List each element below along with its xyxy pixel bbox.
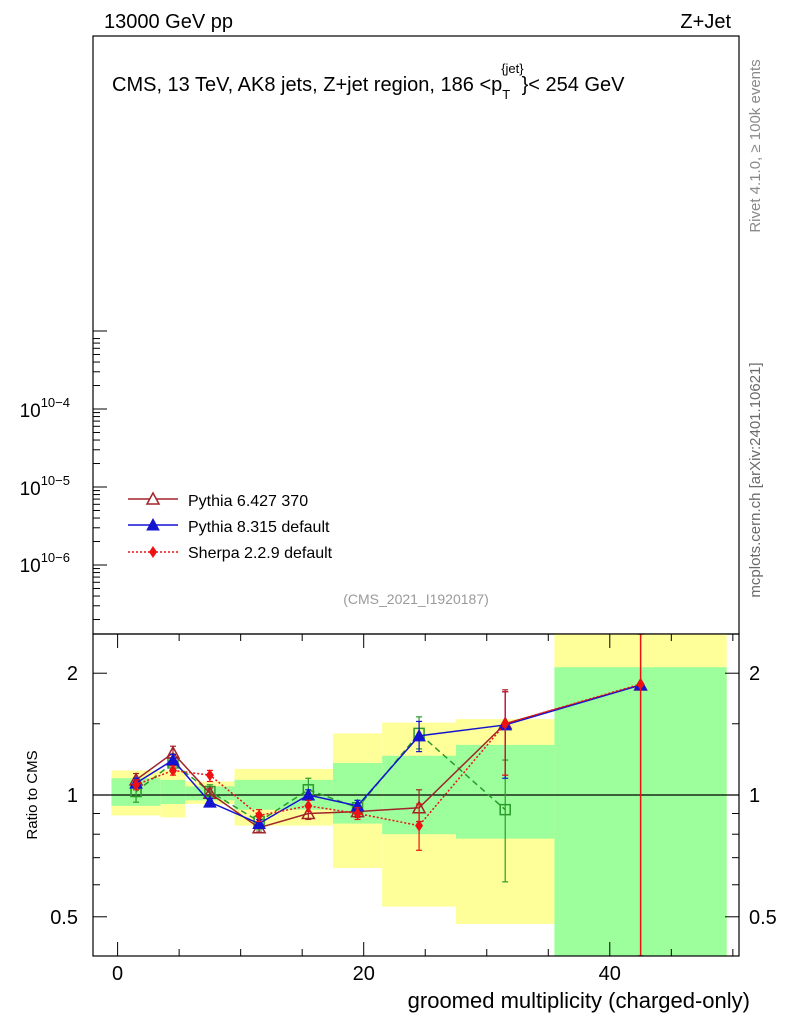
plot-title-prefix: CMS, 13 TeV, AK8 jets, Z+jet region, 186… (112, 74, 502, 96)
legend: Pythia 6.427 370 Pythia 8.315 default Sh… (128, 491, 333, 562)
legend-marker-pythia8 (146, 517, 160, 531)
plot-title-sub: T (502, 87, 510, 102)
band-inner-1 (160, 779, 186, 805)
main-yticks (93, 330, 107, 621)
mcplots-label: mcplots.cern.ch [arXiv:2401.10621] (747, 362, 764, 597)
legend-marker-sherpa (149, 546, 157, 558)
point-sherpa-4 (304, 799, 313, 812)
point-sherpa-7 (501, 717, 510, 730)
legend-entry-sherpa: Sherpa 2.2.9 default (128, 545, 333, 562)
point-pythia8-3 (252, 816, 266, 830)
plot-title: CMS, 13 TeV, AK8 jets, Z+jet region, 186… (112, 61, 625, 102)
main-ytick-label-1e-5: 1010−5 (20, 473, 70, 500)
main-ytick-label-1e-4: 1010−4 (20, 395, 70, 422)
ratio-ytick-label-1: 1 (67, 785, 78, 807)
ratio-yticklabels: 0.5 1 2 0.5 1 2 (50, 663, 777, 929)
xtick-label-40: 40 (599, 963, 621, 985)
point-pythia8-2 (203, 795, 217, 808)
legend-label-sherpa: Sherpa 2.2.9 default (188, 545, 333, 562)
process-label: Z+Jet (680, 11, 731, 33)
point-sherpa-8 (636, 678, 645, 691)
analysis-id: (CMS_2021_I1920187) (343, 591, 489, 607)
y-axis-label: Ratio to CMS (24, 750, 41, 839)
point-sherpa-5 (353, 807, 362, 820)
xtick-label-0: 0 (112, 963, 123, 985)
energy-label: 13000 GeV pp (104, 11, 233, 33)
ratio-ytick-label-2: 2 (67, 663, 78, 685)
point-cms-7 (499, 803, 511, 816)
ratio-ticks (93, 634, 739, 957)
x-axis-label: groomed multiplicity (charged-only) (408, 988, 750, 1013)
legend-entry-pythia8: Pythia 8.315 default (128, 517, 330, 536)
point-sherpa-0 (132, 778, 141, 791)
legend-label-pythia6: Pythia 6.427 370 (188, 493, 308, 510)
xtick-label-20: 20 (353, 963, 375, 985)
ratio-ytick-label-right-1: 1 (749, 785, 760, 807)
main-yticklabels: 1010−4 1010−5 1010−6 (20, 395, 70, 577)
point-sherpa-6 (415, 819, 424, 832)
main-ytick-label-1e-6: 1010−6 (20, 550, 70, 577)
legend-marker-pythia6 (145, 491, 161, 505)
point-pythia8-6 (412, 728, 426, 742)
point-pythia6-4 (301, 805, 316, 820)
series-line-sherpa (135, 683, 641, 827)
legend-label-pythia8: Pythia 8.315 default (188, 519, 330, 536)
ratio-ytick-label-0.5: 0.5 (50, 907, 78, 929)
point-sherpa-2 (205, 769, 214, 782)
rivet-version-label: Rivet 4.1.0, ≥ 100k events (747, 59, 764, 232)
plot-title-suffix: }< 254 GeV (522, 74, 626, 96)
ratio-series (128, 634, 648, 956)
point-sherpa-1 (168, 764, 177, 777)
plot-title-sup: {jet} (501, 61, 524, 76)
xticklabels: 0 20 40 (112, 963, 621, 985)
ratio-ytick-label-right-2: 2 (749, 663, 760, 685)
legend-entry-pythia6: Pythia 6.427 370 (128, 491, 308, 510)
point-sherpa-3 (255, 809, 264, 822)
ratio-ytick-label-right-0.5: 0.5 (749, 907, 777, 929)
